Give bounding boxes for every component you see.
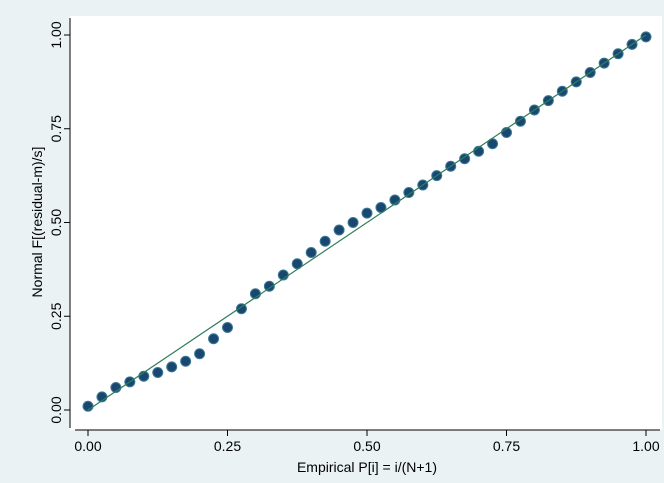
y-tick-label: 1.00 bbox=[48, 21, 64, 48]
x-tick-label: 0.25 bbox=[214, 438, 241, 454]
point bbox=[320, 236, 330, 246]
y-axis-title: Normal F[(residual-m)/s] bbox=[29, 147, 45, 298]
x-tick-label: 0.50 bbox=[353, 438, 380, 454]
chart: Empirical P[i] = i/(N+1) Normal F[(resid… bbox=[0, 0, 664, 483]
point bbox=[348, 218, 358, 228]
point bbox=[223, 323, 233, 333]
point bbox=[167, 362, 177, 372]
point bbox=[153, 368, 163, 378]
point bbox=[334, 225, 344, 235]
y-tick-label: 0.50 bbox=[48, 209, 64, 236]
point bbox=[181, 356, 191, 366]
point bbox=[195, 349, 205, 359]
y-tick-label: 0.00 bbox=[48, 396, 64, 423]
x-tick-label: 0.00 bbox=[74, 438, 101, 454]
y-tick-label: 0.75 bbox=[48, 115, 64, 142]
y-tick-label: 0.25 bbox=[48, 302, 64, 329]
point bbox=[209, 334, 219, 344]
x-tick-label: 1.00 bbox=[632, 438, 659, 454]
x-axis-title: Empirical P[i] = i/(N+1) bbox=[297, 459, 437, 475]
point bbox=[362, 208, 372, 218]
point bbox=[306, 248, 316, 258]
page: Empirical P[i] = i/(N+1) Normal F[(resid… bbox=[0, 0, 664, 483]
x-tick-label: 0.75 bbox=[493, 438, 520, 454]
